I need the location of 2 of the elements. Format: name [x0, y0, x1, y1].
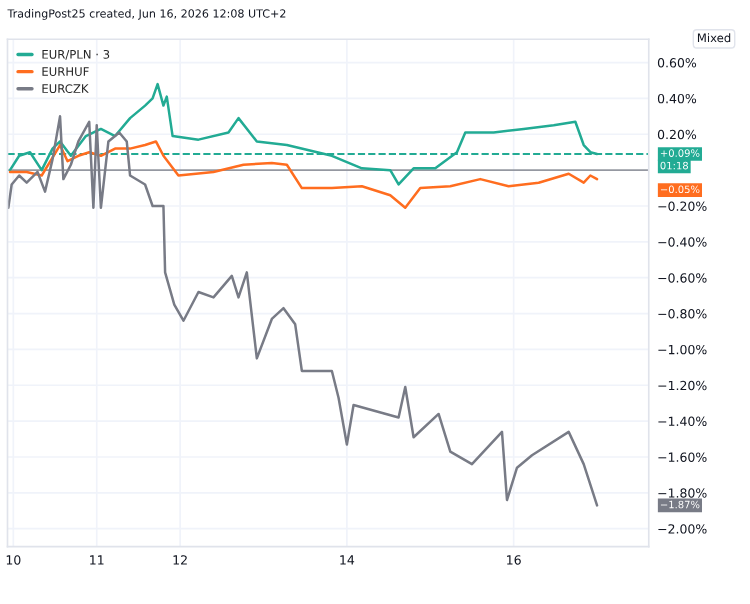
- line-series: [8, 140, 599, 210]
- line-series: [7, 115, 599, 507]
